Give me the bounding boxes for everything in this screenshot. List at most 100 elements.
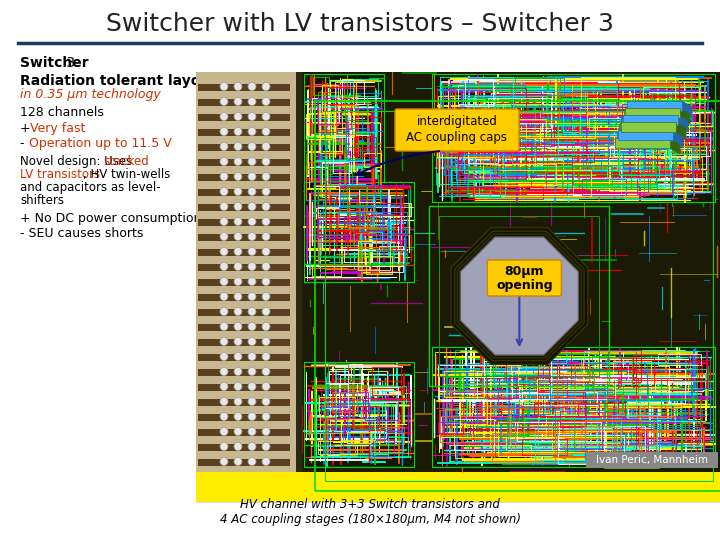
Circle shape — [262, 158, 270, 165]
Bar — [562, 165, 656, 187]
Bar — [341, 185, 374, 212]
Circle shape — [220, 338, 228, 346]
Bar — [604, 426, 645, 452]
Circle shape — [234, 112, 242, 120]
Polygon shape — [624, 109, 679, 119]
Bar — [338, 211, 376, 227]
Bar — [482, 112, 518, 131]
Circle shape — [248, 202, 256, 211]
Bar — [639, 85, 704, 122]
Bar — [344, 147, 360, 158]
Bar — [325, 111, 714, 481]
Bar — [504, 134, 572, 168]
Bar — [468, 145, 498, 164]
Bar — [445, 165, 468, 175]
Circle shape — [234, 278, 242, 286]
Bar — [634, 360, 710, 380]
Circle shape — [220, 413, 228, 421]
Bar — [436, 352, 518, 387]
Bar — [316, 417, 336, 430]
FancyBboxPatch shape — [395, 109, 519, 151]
Polygon shape — [682, 101, 692, 117]
Circle shape — [248, 293, 256, 300]
Circle shape — [234, 98, 242, 105]
Bar — [613, 380, 638, 392]
Bar — [490, 171, 546, 189]
Bar — [338, 207, 374, 221]
Bar — [318, 218, 354, 237]
Polygon shape — [621, 122, 676, 132]
Bar — [307, 138, 332, 174]
Bar — [322, 85, 338, 112]
Bar — [514, 106, 608, 141]
Polygon shape — [672, 131, 682, 147]
Text: Very fast: Very fast — [30, 122, 86, 135]
Bar — [589, 118, 644, 130]
Bar — [552, 111, 606, 124]
Bar — [359, 190, 380, 202]
Bar — [446, 376, 463, 391]
Bar — [490, 92, 552, 131]
Text: Switcher with LV transistors – Switcher 3: Switcher with LV transistors – Switcher … — [106, 12, 614, 36]
Circle shape — [248, 233, 256, 240]
Bar — [562, 119, 634, 135]
Bar — [432, 347, 715, 467]
Bar — [198, 99, 290, 106]
Circle shape — [220, 382, 228, 390]
Bar — [498, 422, 552, 456]
Bar — [647, 370, 691, 395]
Bar — [534, 154, 588, 166]
Circle shape — [220, 218, 228, 226]
Bar — [557, 366, 582, 401]
Bar — [558, 366, 628, 381]
Bar — [198, 144, 290, 151]
Bar — [323, 426, 343, 452]
Bar — [467, 122, 554, 146]
Bar — [320, 117, 342, 152]
Bar — [320, 166, 348, 181]
Bar — [325, 405, 348, 419]
Text: opening: opening — [496, 279, 553, 292]
Bar — [454, 377, 519, 393]
Bar — [436, 158, 475, 184]
Bar — [540, 113, 631, 148]
Bar — [498, 386, 550, 414]
Bar — [465, 79, 492, 105]
Circle shape — [220, 397, 228, 406]
Bar — [478, 82, 559, 120]
Bar — [585, 351, 667, 362]
Circle shape — [262, 233, 270, 240]
Circle shape — [262, 112, 270, 120]
Bar — [477, 372, 512, 400]
Bar — [366, 256, 392, 274]
Bar — [523, 411, 554, 443]
Bar — [361, 225, 391, 243]
Bar — [509, 377, 567, 407]
Bar — [499, 375, 549, 390]
Bar — [387, 436, 408, 457]
Bar — [510, 414, 590, 449]
Text: Switcher: Switcher — [20, 56, 89, 70]
Bar — [332, 392, 356, 413]
Bar — [198, 234, 290, 241]
Bar — [333, 137, 351, 173]
Bar — [474, 366, 512, 399]
Bar — [586, 452, 718, 468]
Circle shape — [234, 382, 242, 390]
Bar — [609, 157, 703, 191]
Bar — [349, 201, 374, 228]
Bar — [526, 123, 595, 138]
Bar — [675, 129, 704, 153]
Bar — [495, 155, 562, 191]
Bar — [335, 393, 356, 406]
Bar — [322, 162, 349, 197]
Circle shape — [234, 202, 242, 211]
Bar — [196, 72, 296, 472]
Polygon shape — [670, 138, 680, 154]
Bar — [318, 441, 356, 454]
Text: +: + — [20, 122, 35, 135]
Polygon shape — [674, 124, 684, 140]
Bar — [356, 164, 373, 183]
Bar — [360, 205, 382, 231]
Bar — [315, 101, 720, 491]
